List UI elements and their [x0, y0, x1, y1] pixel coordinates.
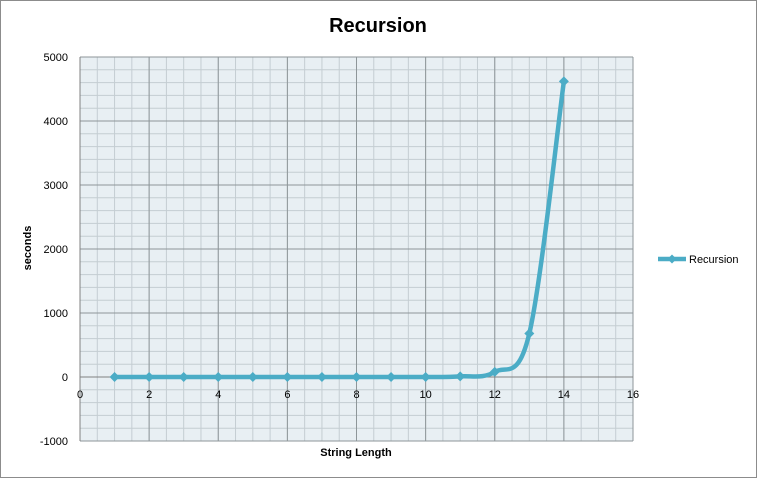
legend: Recursion — [658, 254, 739, 266]
x-tick-label: 10 — [420, 389, 432, 401]
plot-area: 0 2 4 6 8 10 12 14 16 -1000 0 1000 2000 3000 4000 5000 — [40, 52, 639, 448]
y-tick-label: 0 — [62, 372, 68, 384]
data-point-marker — [247, 372, 258, 382]
x-tick-label: 4 — [215, 389, 221, 401]
x-tick-label: 14 — [558, 389, 570, 401]
data-point-marker — [282, 372, 293, 382]
y-axis-title: seconds — [22, 226, 34, 271]
data-point-marker — [178, 372, 189, 382]
y-tick-label: -1000 — [40, 436, 68, 448]
legend-marker — [667, 254, 677, 264]
x-tick-label: 8 — [353, 389, 359, 401]
y-tick-label: 1000 — [44, 308, 68, 320]
data-point-marker — [386, 372, 397, 382]
data-point-marker — [455, 371, 466, 382]
y-tick-label: 2000 — [44, 244, 68, 256]
data-point-marker — [524, 328, 535, 339]
x-tick-label: 12 — [489, 389, 501, 401]
x-tick-label: 6 — [284, 389, 290, 401]
legend-label: Recursion — [689, 254, 739, 266]
data-point-marker — [144, 372, 155, 382]
data-point-marker — [213, 372, 224, 382]
data-point-marker — [489, 366, 500, 377]
data-point-marker — [420, 372, 431, 382]
x-axis-title: String Length — [320, 447, 392, 459]
x-tick-label: 16 — [627, 389, 639, 401]
x-tick-label: 2 — [146, 389, 152, 401]
x-tick-label: 0 — [77, 389, 83, 401]
data-point-marker — [351, 372, 362, 382]
y-tick-label: 5000 — [44, 52, 68, 64]
data-point-marker — [558, 76, 569, 87]
data-point-marker — [316, 372, 327, 382]
data-point-marker — [109, 372, 120, 382]
chart-title: Recursion — [329, 15, 427, 37]
y-tick-label: 3000 — [44, 180, 68, 192]
y-tick-label: 4000 — [44, 116, 68, 128]
